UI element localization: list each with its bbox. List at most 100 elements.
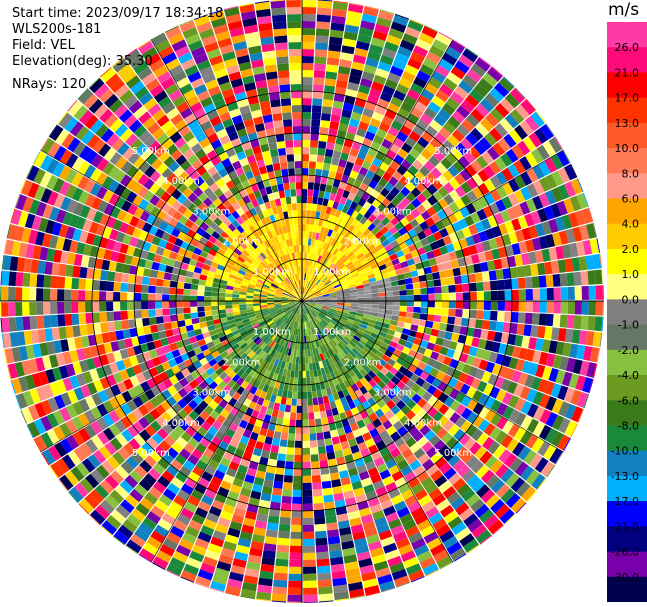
velocity-gate [307, 313, 311, 321]
velocity-gate [304, 342, 308, 350]
velocity-gate [454, 60, 470, 74]
velocity-gate [302, 314, 305, 322]
velocity-gate [555, 216, 566, 232]
velocity-gate [288, 297, 296, 300]
velocity-gate [455, 284, 463, 293]
velocity-gate [165, 126, 178, 138]
velocity-gate [232, 477, 244, 488]
velocity-gate [234, 346, 243, 354]
velocity-gate [411, 576, 425, 583]
velocity-gate [274, 565, 289, 574]
velocity-gate [358, 339, 367, 346]
velocity-gate [545, 123, 555, 137]
velocity-gate [99, 354, 109, 366]
velocity-gate [302, 329, 304, 336]
velocity-gate [201, 494, 214, 506]
velocity-gate [227, 388, 237, 398]
velocity-gate [90, 406, 102, 420]
velocity-gate [508, 129, 523, 144]
velocity-gate [438, 480, 452, 493]
velocity-gate [54, 394, 66, 410]
velocity-gate [534, 250, 544, 263]
velocity-gate [287, 601, 302, 603]
velocity-gate [210, 581, 226, 592]
velocity-gate [289, 294, 296, 299]
velocity-gate [324, 437, 333, 447]
velocity-gate [126, 347, 136, 358]
velocity-gate [572, 359, 583, 375]
velocity-gate [21, 407, 34, 424]
velocity-gate [550, 260, 560, 274]
velocity-gate [183, 460, 196, 472]
velocity-gate [433, 114, 447, 127]
velocity-gate [275, 336, 281, 344]
velocity-gate [314, 411, 321, 420]
velocity-gate [555, 245, 565, 260]
velocity-gate [449, 388, 460, 400]
velocity-gate [305, 259, 309, 267]
velocity-gate [473, 263, 482, 273]
velocity-gate [324, 85, 336, 94]
velocity-gate [205, 315, 213, 322]
velocity-gate [460, 395, 472, 408]
velocity-gate [333, 93, 345, 103]
velocity-gate [170, 273, 179, 282]
velocity-gate [73, 446, 87, 462]
velocity-gate [229, 422, 239, 432]
velocity-gate [244, 510, 257, 521]
velocity-gate [224, 366, 233, 376]
velocity-gate [581, 286, 589, 300]
velocity-gate [269, 416, 278, 425]
velocity-gate [426, 234, 437, 244]
velocity-gate [306, 210, 312, 218]
velocity-gate [426, 418, 438, 430]
velocity-gate [343, 425, 353, 434]
velocity-gate [177, 247, 187, 256]
velocity-gate [364, 585, 380, 596]
velocity-gate [249, 161, 259, 171]
velocity-gate [565, 228, 576, 244]
velocity-gate [253, 355, 261, 364]
velocity-gate [483, 514, 499, 529]
velocity-gate [151, 261, 160, 271]
velocity-gate [360, 77, 373, 88]
velocity-gate [269, 214, 276, 223]
velocity-gate [209, 182, 220, 193]
velocity-gate [331, 329, 339, 336]
velocity-gate [319, 311, 327, 317]
velocity-gate [432, 271, 441, 280]
velocity-gate [159, 544, 175, 557]
velocity-gate [138, 130, 152, 143]
velocity-gate [302, 287, 304, 294]
velocity-gate [45, 369, 56, 384]
velocity-gate [356, 287, 365, 292]
velocity-gate [464, 335, 474, 346]
velocity-gate [245, 407, 254, 417]
velocity-gate [252, 222, 260, 231]
velocity-gate [260, 226, 267, 235]
velocity-gate [577, 408, 584, 423]
velocity-gate [471, 460, 485, 474]
velocity-gate [396, 582, 411, 588]
velocity-gate [368, 379, 377, 388]
velocity-gate [391, 197, 401, 207]
velocity-gate [199, 66, 214, 78]
velocity-gate [208, 400, 219, 410]
velocity-gate [384, 282, 392, 288]
velocity-gate [99, 108, 114, 123]
velocity-gate [375, 320, 384, 327]
velocity-gate [159, 440, 171, 452]
velocity-gate [574, 301, 582, 315]
velocity-gate [9, 256, 19, 271]
velocity-gate [384, 243, 393, 252]
velocity-gate [487, 146, 500, 161]
velocity-gate [400, 207, 411, 217]
velocity-gate [462, 74, 478, 89]
velocity-gate [303, 587, 318, 595]
velocity-gate [168, 430, 181, 442]
velocity-gate [343, 31, 358, 41]
velocity-gate [3, 239, 8, 254]
velocity-gate [461, 246, 471, 257]
velocity-gate [253, 291, 261, 295]
velocity-gate [67, 99, 78, 112]
